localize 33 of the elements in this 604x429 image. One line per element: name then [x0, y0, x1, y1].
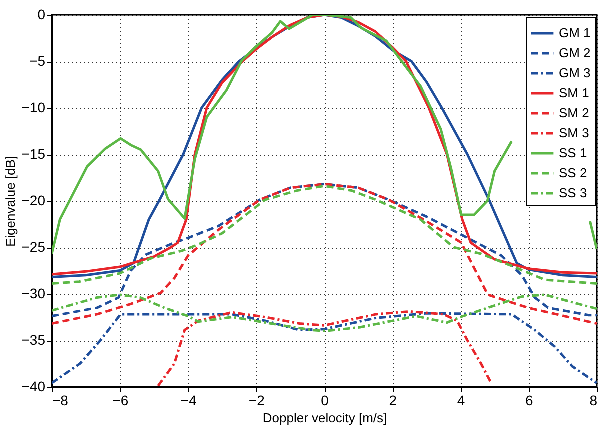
y-axis-title: Eigenvalue [dB] [2, 156, 18, 248]
legend-label: SM 1 [559, 86, 590, 100]
legend-label: GM 2 [559, 46, 591, 60]
line-series [52, 312, 597, 385]
line-series [52, 184, 597, 286]
legend-label: SS 1 [559, 146, 588, 160]
y-tick-label: −10 [22, 100, 46, 116]
y-tick-label: −35 [22, 332, 46, 348]
x-tick-label: 0 [321, 392, 330, 408]
x-tick-label: 8 [590, 392, 598, 408]
y-tick-label: −40 [22, 378, 46, 394]
y-tick-label: −20 [22, 192, 46, 208]
legend-label: GM 3 [559, 66, 591, 80]
line-series [52, 294, 597, 332]
legend-label: SM 2 [559, 106, 590, 120]
x-tick-label: 4 [457, 392, 466, 408]
legend-label: SM 3 [559, 126, 590, 140]
x-tick-label: −4 [180, 392, 197, 408]
y-tick-label: −15 [22, 146, 46, 162]
x-axis-title: Doppler velocity [m/s] [262, 410, 388, 426]
y-tick-label: 0 [38, 6, 46, 22]
line-series [157, 310, 493, 387]
x-tick-label: −6 [112, 392, 129, 408]
x-tick-label: 6 [525, 392, 534, 408]
y-tick-label: −30 [22, 286, 46, 302]
legend-label: SS 2 [559, 166, 588, 180]
x-tick-label: 2 [389, 392, 398, 408]
legend-label: SS 3 [559, 186, 588, 200]
legend-label: GM 1 [559, 26, 591, 40]
y-tick-label: −5 [30, 53, 46, 69]
x-tick-label: −8 [52, 392, 69, 408]
y-tick-label: −25 [22, 239, 46, 255]
x-tick-label: −2 [248, 392, 266, 408]
